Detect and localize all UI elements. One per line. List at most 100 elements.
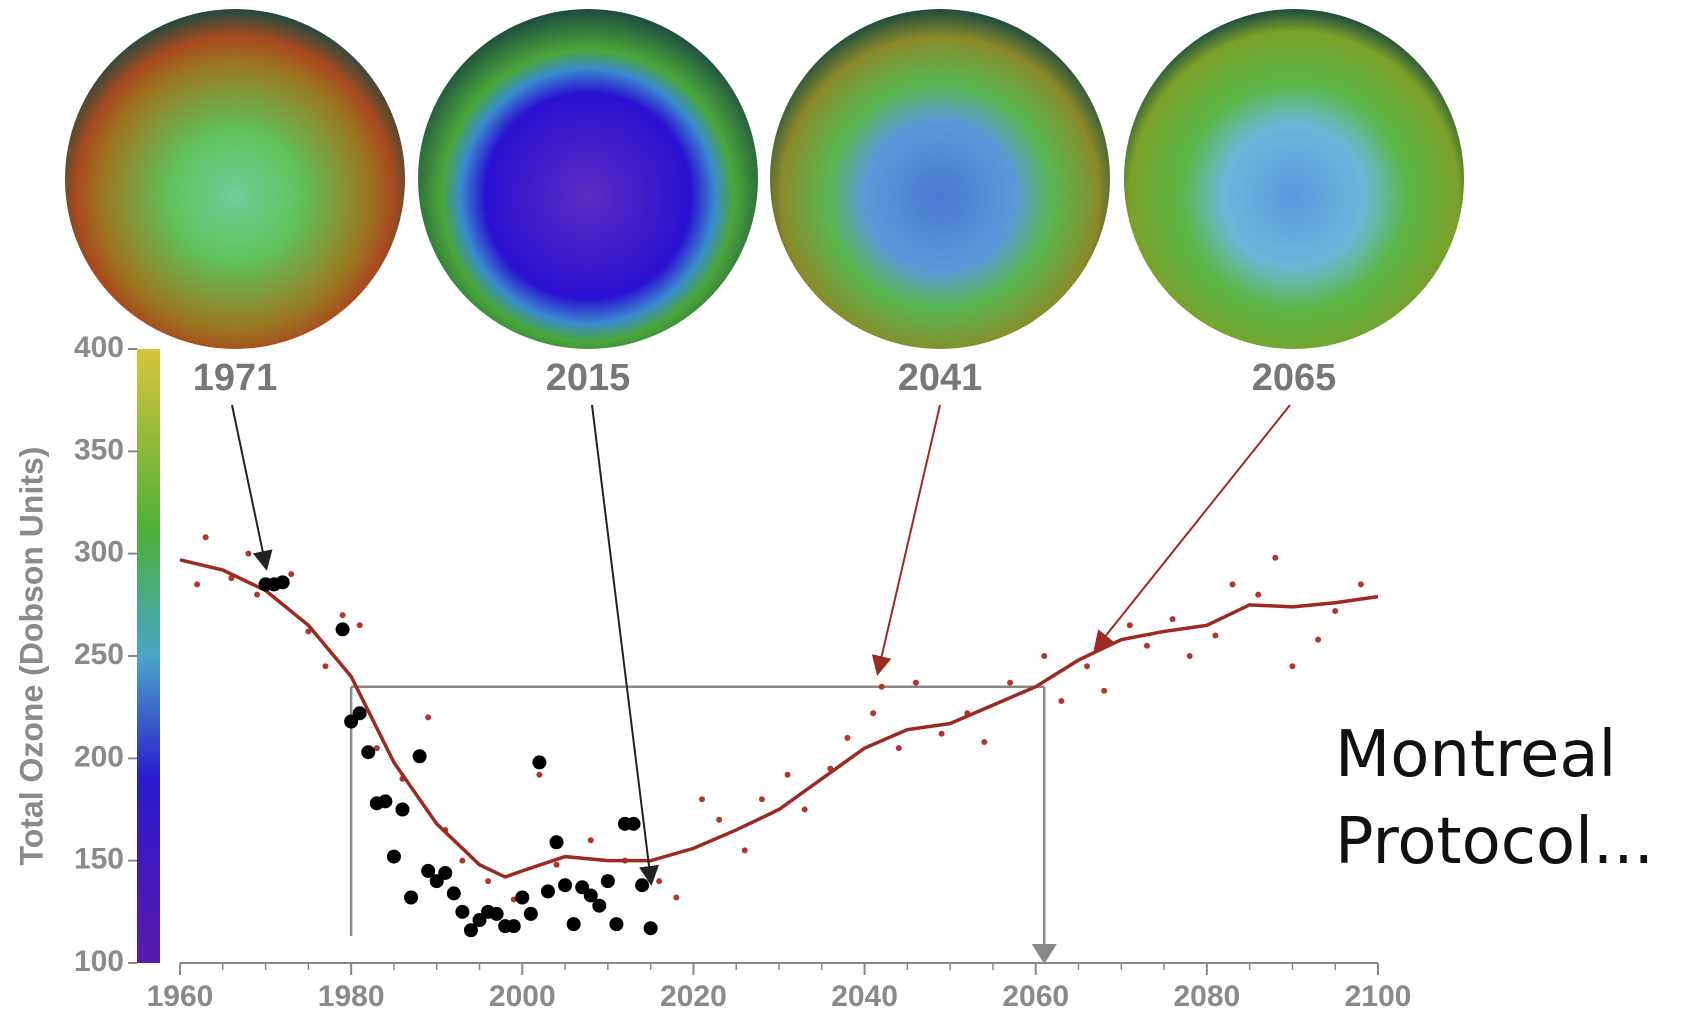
point (844, 735, 850, 741)
point (588, 837, 594, 843)
point (447, 886, 461, 900)
point (870, 710, 876, 716)
y-tick-label: 100 (74, 945, 124, 978)
point (1315, 637, 1321, 643)
point (635, 878, 649, 892)
point (387, 850, 401, 864)
y-tick-label: 300 (74, 536, 124, 569)
point (1084, 663, 1090, 669)
point (1127, 622, 1133, 628)
side-text: Montreal (1335, 718, 1616, 792)
point (656, 878, 662, 884)
point (1212, 633, 1218, 639)
point (1058, 698, 1064, 704)
point (592, 899, 606, 913)
point (802, 807, 808, 813)
annotation-arrow (592, 405, 651, 882)
point (245, 551, 251, 557)
point (759, 796, 765, 802)
point (1144, 643, 1150, 649)
annotation-arrow (232, 405, 266, 567)
x-tick-label: 2020 (660, 980, 727, 1013)
point (203, 534, 209, 540)
y-tick-label: 250 (74, 638, 124, 671)
point (404, 891, 418, 905)
point (336, 622, 350, 636)
point (515, 891, 529, 905)
globe (418, 9, 758, 349)
point (507, 919, 521, 933)
point (459, 858, 465, 864)
x-tick-label: 2060 (1002, 980, 1069, 1013)
point (785, 772, 791, 778)
x-tick-label: 2080 (1173, 980, 1240, 1013)
point (536, 772, 542, 778)
point (896, 745, 902, 751)
point (1272, 555, 1278, 561)
globe (770, 9, 1110, 349)
point (340, 612, 346, 618)
point (413, 749, 427, 763)
point (627, 817, 641, 831)
point (541, 884, 555, 898)
x-tick-label: 1980 (318, 980, 385, 1013)
point (609, 917, 623, 931)
y-tick-label: 350 (74, 433, 124, 466)
point (1358, 581, 1364, 587)
x-tick-label: 2040 (831, 980, 898, 1013)
point (558, 878, 572, 892)
point (524, 907, 538, 921)
point (254, 592, 260, 598)
side-text: Protocol... (1335, 805, 1654, 879)
annotation-arrow (1096, 405, 1290, 648)
point (673, 895, 679, 901)
globe (1124, 9, 1464, 349)
x-tick-label: 2100 (1345, 980, 1412, 1013)
point (1255, 592, 1261, 598)
point (1101, 688, 1107, 694)
point (276, 575, 290, 589)
point (438, 866, 452, 880)
point (455, 905, 469, 919)
globes (65, 9, 1464, 349)
point (357, 622, 363, 628)
point (288, 571, 294, 577)
x-tick-label: 2000 (489, 980, 556, 1013)
point (1187, 653, 1193, 659)
point (716, 817, 722, 823)
point (742, 847, 748, 853)
y-tick-label: 400 (74, 331, 124, 364)
point (1041, 653, 1047, 659)
chart: Total Ozone (Dobson Units) Montreal Prot… (0, 0, 1689, 1017)
point (567, 917, 581, 931)
point (1289, 663, 1295, 669)
point (1230, 581, 1236, 587)
point (601, 874, 615, 888)
page: {"chart_data": { "type": "scatter", "y_l… (0, 0, 1689, 1017)
point (981, 739, 987, 745)
y-axis-label: Total Ozone (Dobson Units) (13, 447, 49, 866)
point (554, 862, 560, 868)
point (1007, 680, 1013, 686)
y-tick-label: 150 (74, 843, 124, 876)
point (913, 680, 919, 686)
annotation-arrow (878, 405, 940, 672)
point (361, 745, 375, 759)
point (322, 663, 328, 669)
point (378, 794, 392, 808)
point (879, 684, 885, 690)
point (485, 878, 491, 884)
point (425, 714, 431, 720)
colorbar (137, 349, 160, 963)
point (194, 581, 200, 587)
point (1332, 608, 1338, 614)
point (1170, 616, 1176, 622)
y-tick-label: 200 (74, 740, 124, 773)
annotation: 2041 (898, 357, 983, 399)
point (644, 921, 658, 935)
point (490, 907, 504, 921)
annotation: 1971 (193, 357, 278, 399)
point (532, 755, 546, 769)
point (699, 796, 705, 802)
annotation: 2015 (546, 357, 631, 399)
